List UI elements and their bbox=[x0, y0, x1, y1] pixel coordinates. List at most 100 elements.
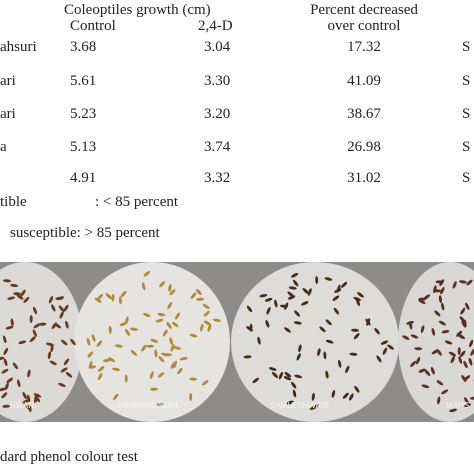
treated-value: 3.30 bbox=[204, 73, 230, 89]
seed bbox=[423, 294, 431, 300]
seed bbox=[410, 360, 417, 368]
seed bbox=[190, 292, 197, 299]
seed bbox=[278, 371, 284, 380]
seed bbox=[301, 301, 309, 306]
seed bbox=[307, 288, 312, 296]
seed bbox=[21, 399, 30, 404]
treated-value: 3.04 bbox=[204, 39, 231, 55]
seed bbox=[464, 397, 469, 405]
seed bbox=[34, 395, 41, 403]
variety: ari bbox=[0, 106, 16, 122]
seed bbox=[173, 360, 177, 369]
seed bbox=[271, 372, 279, 378]
note: tible bbox=[0, 194, 27, 210]
percent-header: over control bbox=[328, 18, 401, 34]
seed bbox=[441, 330, 450, 334]
seed bbox=[440, 286, 445, 295]
seed bbox=[16, 379, 21, 388]
seed bbox=[311, 392, 315, 401]
seed bbox=[25, 404, 32, 411]
seed bbox=[162, 329, 168, 337]
seed bbox=[441, 389, 449, 395]
seed bbox=[111, 293, 115, 302]
seed bbox=[196, 297, 205, 301]
seed bbox=[155, 402, 164, 406]
seed bbox=[112, 367, 120, 371]
seed bbox=[169, 337, 174, 346]
dish-label: SAMLESHWARI bbox=[270, 401, 329, 410]
percent-value: 26.98 bbox=[347, 139, 381, 155]
seed bbox=[161, 352, 169, 357]
seed bbox=[167, 301, 173, 309]
seed bbox=[294, 310, 300, 317]
seed bbox=[18, 340, 27, 345]
seed bbox=[65, 320, 69, 329]
seed bbox=[174, 312, 181, 320]
group-header: Coleoptiles growth (cm) bbox=[64, 2, 211, 18]
seed bbox=[61, 339, 68, 346]
seed bbox=[120, 290, 127, 298]
seed bbox=[458, 356, 463, 364]
seed bbox=[149, 371, 154, 379]
dish-label: HWARI bbox=[10, 401, 36, 410]
seed bbox=[436, 380, 444, 386]
control-value: 5.13 bbox=[70, 139, 96, 155]
seed bbox=[177, 367, 183, 375]
seed bbox=[118, 296, 122, 305]
seed bbox=[315, 276, 319, 284]
seed bbox=[292, 389, 297, 398]
status: S bbox=[462, 106, 470, 122]
petri-dish bbox=[74, 262, 230, 422]
seed bbox=[189, 333, 198, 338]
seed bbox=[298, 344, 302, 353]
seed bbox=[65, 372, 73, 378]
seed bbox=[436, 349, 442, 356]
seed bbox=[20, 289, 26, 297]
seed bbox=[376, 355, 382, 363]
seed bbox=[108, 357, 116, 363]
seed bbox=[293, 321, 302, 325]
seed bbox=[97, 372, 103, 381]
seed bbox=[294, 374, 303, 379]
seed bbox=[96, 294, 104, 300]
seed bbox=[302, 288, 309, 294]
seed bbox=[246, 326, 254, 332]
seed bbox=[284, 302, 289, 310]
seed bbox=[102, 358, 111, 363]
seed bbox=[212, 318, 221, 322]
seed bbox=[283, 376, 292, 381]
treated-header: 2,4-D bbox=[198, 18, 233, 34]
seed bbox=[402, 335, 410, 340]
seed bbox=[173, 346, 181, 350]
seed bbox=[200, 323, 204, 332]
seed bbox=[374, 327, 380, 335]
seed bbox=[418, 368, 426, 373]
seed bbox=[452, 281, 457, 289]
seed bbox=[13, 292, 22, 296]
seed bbox=[257, 336, 261, 345]
seed bbox=[202, 303, 210, 310]
seed bbox=[286, 400, 294, 405]
seed bbox=[351, 328, 360, 332]
seed bbox=[324, 277, 333, 281]
seed bbox=[353, 333, 360, 340]
seed bbox=[382, 347, 388, 355]
seed bbox=[7, 296, 16, 300]
seed bbox=[98, 366, 105, 372]
seed bbox=[463, 360, 468, 369]
percent-header: Percent decreased bbox=[310, 2, 418, 18]
seed bbox=[125, 328, 130, 336]
seed bbox=[150, 338, 158, 343]
percent-value: 41.09 bbox=[347, 73, 381, 89]
seed bbox=[48, 295, 54, 304]
seed bbox=[10, 283, 19, 288]
seed bbox=[264, 297, 273, 302]
treated-value: 3.32 bbox=[204, 170, 230, 186]
seed bbox=[157, 312, 166, 317]
seed bbox=[22, 391, 27, 400]
percent-value: 31.02 bbox=[347, 170, 381, 186]
seed bbox=[16, 294, 24, 300]
seed bbox=[114, 344, 123, 348]
